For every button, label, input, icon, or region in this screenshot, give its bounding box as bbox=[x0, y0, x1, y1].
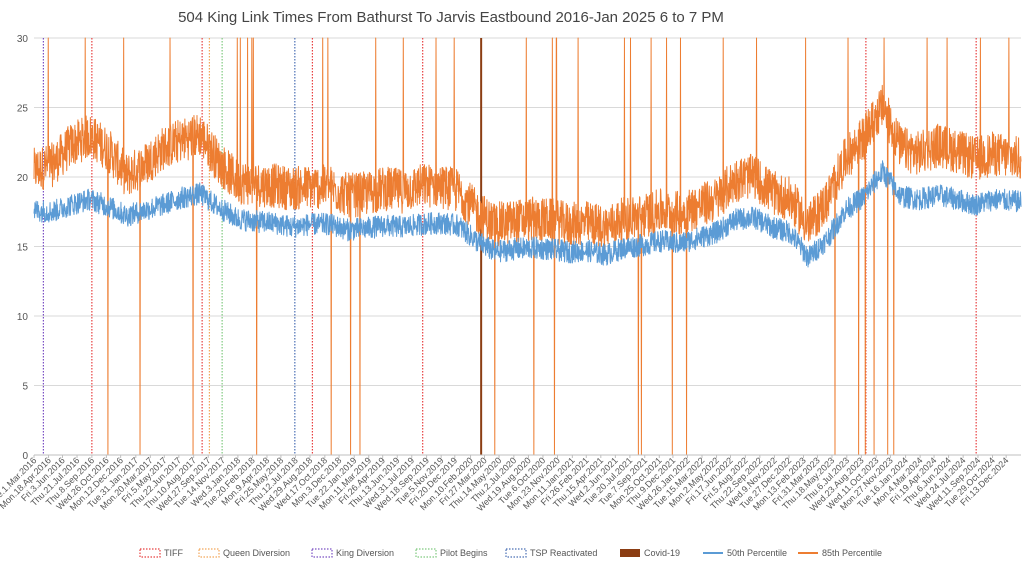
legend-label: 85th Percentile bbox=[822, 548, 882, 558]
y-tick-label: 5 bbox=[22, 382, 28, 393]
y-tick-label: 10 bbox=[17, 312, 29, 323]
legend-label: Queen Diversion bbox=[223, 548, 290, 558]
chart-title: 504 King Link Times From Bathurst To Jar… bbox=[178, 9, 724, 26]
legend-swatch bbox=[415, 548, 437, 558]
data-series bbox=[33, 37, 1022, 456]
y-tick-label: 0 bbox=[22, 451, 28, 462]
series-line-50th-percentile bbox=[33, 160, 1022, 268]
y-tick-label: 15 bbox=[17, 243, 29, 254]
legend-item-covid-19: Covid-19 bbox=[620, 548, 680, 558]
y-tick-label: 30 bbox=[17, 34, 29, 45]
legend-label: King Diversion bbox=[336, 548, 394, 558]
legend-item-50th-percentile: 50th Percentile bbox=[703, 548, 787, 558]
event-markers bbox=[42, 38, 977, 455]
legend-item-queen-diversion: Queen Diversion bbox=[198, 548, 290, 558]
legend-label: TSP Reactivated bbox=[530, 548, 597, 558]
legend-item-tiff: TIFF bbox=[139, 548, 183, 558]
legend-item-85th-percentile: 85th Percentile bbox=[798, 548, 882, 558]
legend-label: 50th Percentile bbox=[727, 548, 787, 558]
legend-swatch bbox=[139, 548, 161, 558]
series-line-85th-percentile bbox=[33, 37, 1022, 456]
y-tick-label: 25 bbox=[17, 104, 29, 115]
legend-swatch bbox=[505, 548, 527, 558]
y-axis-ticks: 0 5 10 15 20 25 30 bbox=[17, 34, 29, 462]
y-tick-label: 20 bbox=[17, 173, 29, 184]
legend-swatch bbox=[620, 549, 640, 557]
legend: TIFF Queen Diversion King Diversion Pilot B… bbox=[139, 548, 882, 558]
legend-swatch bbox=[198, 548, 220, 558]
x-axis-ticks: Tue.1.Mar.2016Mon.18.Apr.2016Fri.3.Jun.2… bbox=[0, 455, 1011, 513]
legend-item-tsp-reactivated: TSP Reactivated bbox=[505, 548, 597, 558]
legend-item-pilot-begins: Pilot Begins bbox=[415, 548, 488, 558]
legend-label: TIFF bbox=[164, 548, 183, 558]
gridlines bbox=[34, 37, 1021, 456]
legend-label: Pilot Begins bbox=[440, 548, 488, 558]
legend-swatch bbox=[311, 548, 333, 558]
legend-label: Covid-19 bbox=[644, 548, 680, 558]
legend-item-king-diversion: King Diversion bbox=[311, 548, 394, 558]
